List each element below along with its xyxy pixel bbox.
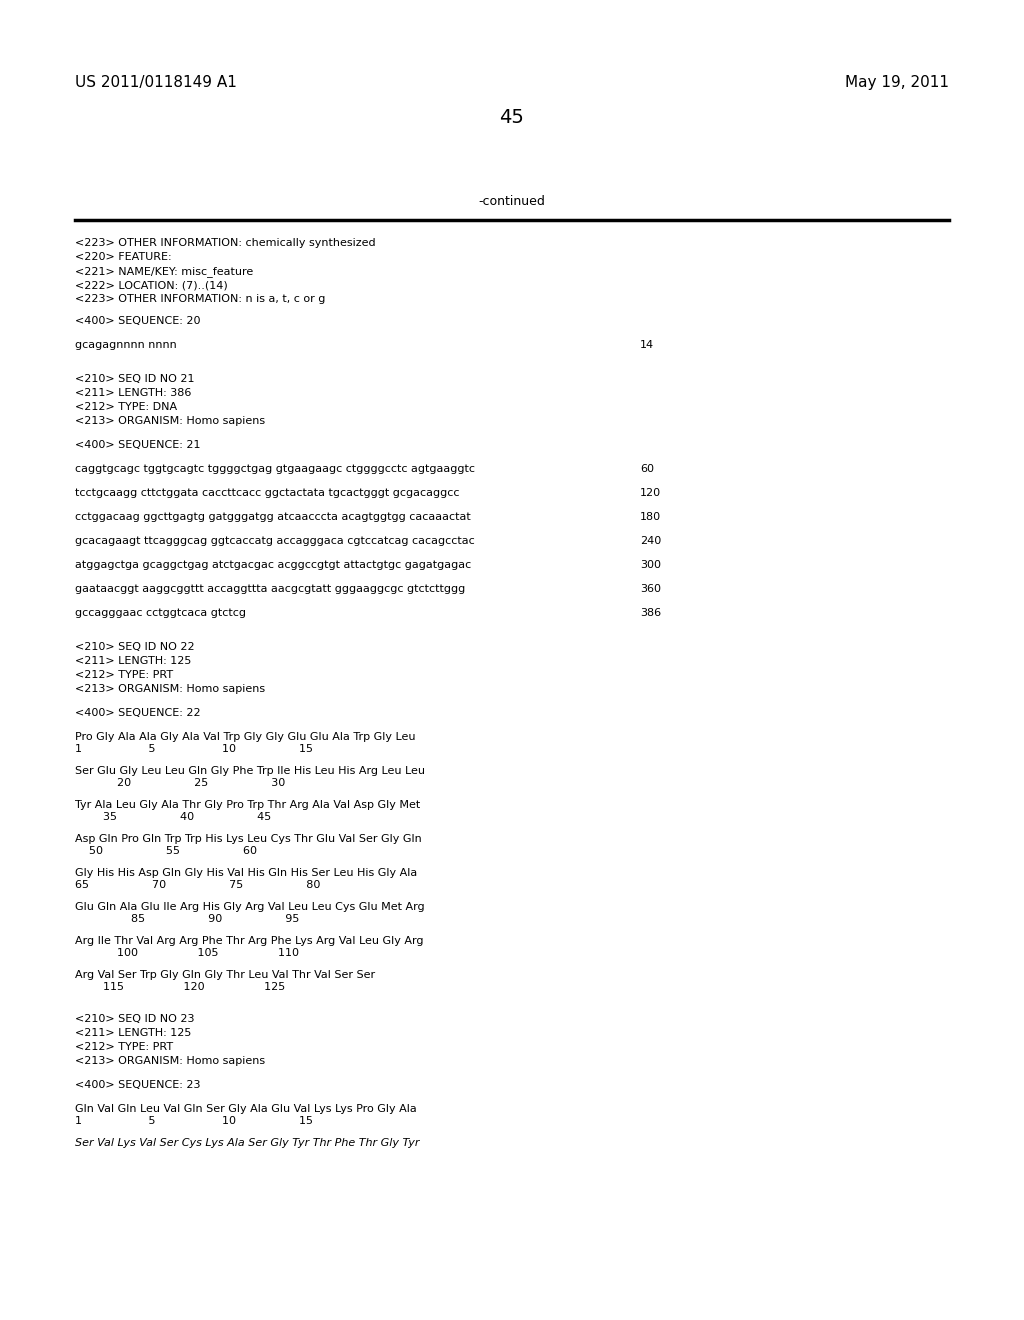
Text: <400> SEQUENCE: 20: <400> SEQUENCE: 20	[75, 315, 201, 326]
Text: Arg Ile Thr Val Arg Arg Phe Thr Arg Phe Lys Arg Val Leu Gly Arg: Arg Ile Thr Val Arg Arg Phe Thr Arg Phe …	[75, 936, 424, 946]
Text: gccagggaac cctggtcaca gtctcg: gccagggaac cctggtcaca gtctcg	[75, 609, 246, 618]
Text: <211> LENGTH: 125: <211> LENGTH: 125	[75, 1028, 191, 1038]
Text: <211> LENGTH: 125: <211> LENGTH: 125	[75, 656, 191, 667]
Text: 300: 300	[640, 560, 662, 570]
Text: <210> SEQ ID NO 21: <210> SEQ ID NO 21	[75, 374, 195, 384]
Text: Gln Val Gln Leu Val Gln Ser Gly Ala Glu Val Lys Lys Pro Gly Ala: Gln Val Gln Leu Val Gln Ser Gly Ala Glu …	[75, 1104, 417, 1114]
Text: 115                 120                 125: 115 120 125	[75, 982, 286, 993]
Text: <210> SEQ ID NO 22: <210> SEQ ID NO 22	[75, 642, 195, 652]
Text: <220> FEATURE:: <220> FEATURE:	[75, 252, 172, 261]
Text: Tyr Ala Leu Gly Ala Thr Gly Pro Trp Thr Arg Ala Val Asp Gly Met: Tyr Ala Leu Gly Ala Thr Gly Pro Trp Thr …	[75, 800, 420, 810]
Text: Ser Glu Gly Leu Leu Gln Gly Phe Trp Ile His Leu His Arg Leu Leu: Ser Glu Gly Leu Leu Gln Gly Phe Trp Ile …	[75, 766, 425, 776]
Text: <222> LOCATION: (7)..(14): <222> LOCATION: (7)..(14)	[75, 280, 227, 290]
Text: May 19, 2011: May 19, 2011	[845, 75, 949, 90]
Text: <400> SEQUENCE: 23: <400> SEQUENCE: 23	[75, 1080, 201, 1090]
Text: Arg Val Ser Trp Gly Gln Gly Thr Leu Val Thr Val Ser Ser: Arg Val Ser Trp Gly Gln Gly Thr Leu Val …	[75, 970, 375, 979]
Text: cctggacaag ggcttgagtg gatgggatgg atcaacccta acagtggtgg cacaaactat: cctggacaag ggcttgagtg gatgggatgg atcaacc…	[75, 512, 471, 521]
Text: <223> OTHER INFORMATION: n is a, t, c or g: <223> OTHER INFORMATION: n is a, t, c or…	[75, 294, 326, 304]
Text: 240: 240	[640, 536, 662, 546]
Text: <212> TYPE: PRT: <212> TYPE: PRT	[75, 1041, 173, 1052]
Text: 35                  40                  45: 35 40 45	[75, 812, 271, 822]
Text: 386: 386	[640, 609, 662, 618]
Text: <211> LENGTH: 386: <211> LENGTH: 386	[75, 388, 191, 399]
Text: Gly His His Asp Gln Gly His Val His Gln His Ser Leu His Gly Ala: Gly His His Asp Gln Gly His Val His Gln …	[75, 869, 417, 878]
Text: 60: 60	[640, 465, 654, 474]
Text: 85                  90                  95: 85 90 95	[75, 913, 299, 924]
Text: 14: 14	[640, 341, 654, 350]
Text: caggtgcagc tggtgcagtc tggggctgag gtgaagaagc ctggggcctc agtgaaggtc: caggtgcagc tggtgcagtc tggggctgag gtgaaga…	[75, 465, 475, 474]
Text: gcagagnnnn nnnn: gcagagnnnn nnnn	[75, 341, 177, 350]
Text: 45: 45	[500, 108, 524, 127]
Text: Asp Gln Pro Gln Trp Trp His Lys Leu Cys Thr Glu Val Ser Gly Gln: Asp Gln Pro Gln Trp Trp His Lys Leu Cys …	[75, 834, 422, 843]
Text: tcctgcaagg cttctggata caccttcacc ggctactata tgcactgggt gcgacaggcc: tcctgcaagg cttctggata caccttcacc ggctact…	[75, 488, 460, 498]
Text: gaataacggt aaggcggttt accaggttta aacgcgtatt gggaaggcgc gtctcttggg: gaataacggt aaggcggttt accaggttta aacgcgt…	[75, 583, 465, 594]
Text: <210> SEQ ID NO 23: <210> SEQ ID NO 23	[75, 1014, 195, 1024]
Text: 360: 360	[640, 583, 662, 594]
Text: 1                   5                   10                  15: 1 5 10 15	[75, 744, 313, 754]
Text: 180: 180	[640, 512, 662, 521]
Text: Pro Gly Ala Ala Gly Ala Val Trp Gly Gly Glu Glu Ala Trp Gly Leu: Pro Gly Ala Ala Gly Ala Val Trp Gly Gly …	[75, 733, 416, 742]
Text: <212> TYPE: PRT: <212> TYPE: PRT	[75, 671, 173, 680]
Text: <213> ORGANISM: Homo sapiens: <213> ORGANISM: Homo sapiens	[75, 1056, 265, 1067]
Text: -continued: -continued	[478, 195, 546, 209]
Text: 20                  25                  30: 20 25 30	[75, 777, 286, 788]
Text: 65                  70                  75                  80: 65 70 75 80	[75, 880, 321, 890]
Text: 120: 120	[640, 488, 662, 498]
Text: US 2011/0118149 A1: US 2011/0118149 A1	[75, 75, 237, 90]
Text: <213> ORGANISM: Homo sapiens: <213> ORGANISM: Homo sapiens	[75, 416, 265, 426]
Text: <400> SEQUENCE: 22: <400> SEQUENCE: 22	[75, 708, 201, 718]
Text: 1                   5                   10                  15: 1 5 10 15	[75, 1115, 313, 1126]
Text: 50                  55                  60: 50 55 60	[75, 846, 257, 855]
Text: Ser Val Lys Val Ser Cys Lys Ala Ser Gly Tyr Thr Phe Thr Gly Tyr: Ser Val Lys Val Ser Cys Lys Ala Ser Gly …	[75, 1138, 420, 1148]
Text: <213> ORGANISM: Homo sapiens: <213> ORGANISM: Homo sapiens	[75, 684, 265, 694]
Text: 100                 105                 110: 100 105 110	[75, 948, 299, 958]
Text: Glu Gln Ala Glu Ile Arg His Gly Arg Val Leu Leu Cys Glu Met Arg: Glu Gln Ala Glu Ile Arg His Gly Arg Val …	[75, 902, 425, 912]
Text: gcacagaagt ttcagggcag ggtcaccatg accagggaca cgtccatcag cacagcctac: gcacagaagt ttcagggcag ggtcaccatg accaggg…	[75, 536, 475, 546]
Text: <223> OTHER INFORMATION: chemically synthesized: <223> OTHER INFORMATION: chemically synt…	[75, 238, 376, 248]
Text: <400> SEQUENCE: 21: <400> SEQUENCE: 21	[75, 440, 201, 450]
Text: <221> NAME/KEY: misc_feature: <221> NAME/KEY: misc_feature	[75, 267, 253, 277]
Text: <212> TYPE: DNA: <212> TYPE: DNA	[75, 403, 177, 412]
Text: atggagctga gcaggctgag atctgacgac acggccgtgt attactgtgc gagatgagac: atggagctga gcaggctgag atctgacgac acggccg…	[75, 560, 471, 570]
